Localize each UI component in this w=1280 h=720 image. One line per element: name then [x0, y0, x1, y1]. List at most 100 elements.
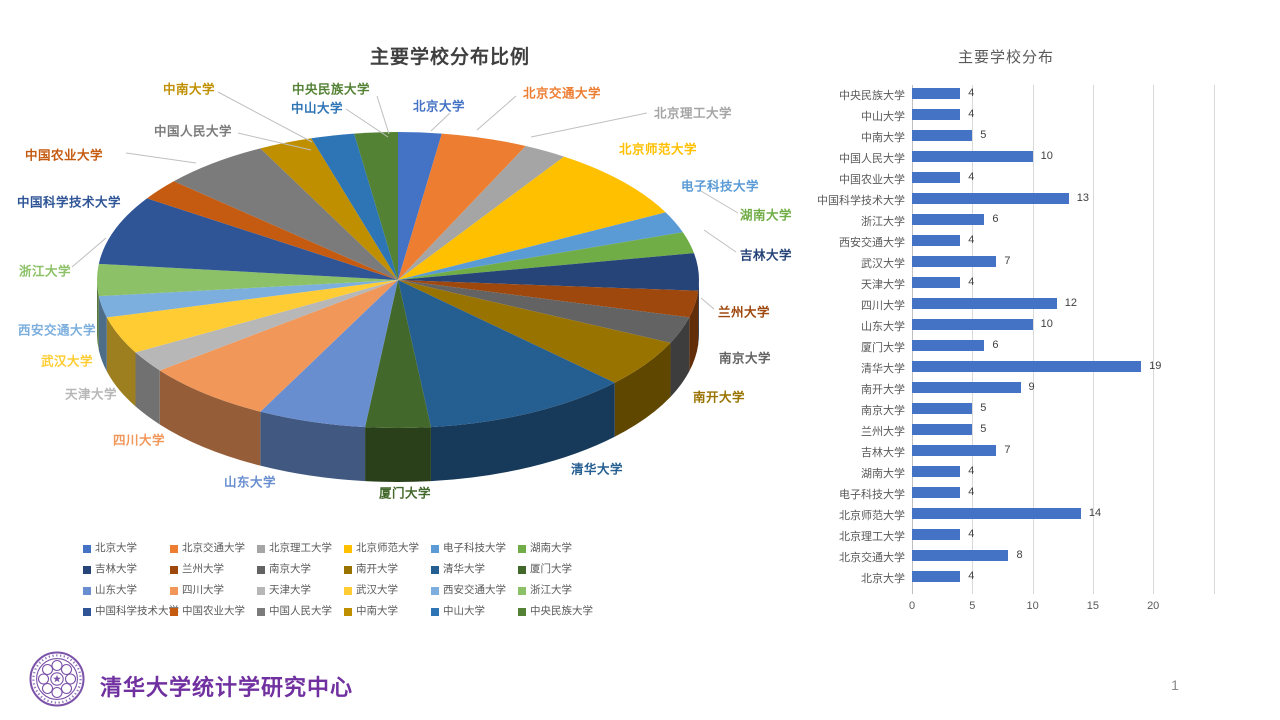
- bar-category-label: 南开大学: [861, 384, 905, 396]
- bar: [912, 319, 1033, 330]
- bar-category-label: 中国农业大学: [839, 174, 905, 186]
- bar: [912, 403, 973, 414]
- x-tick-label: 15: [1086, 600, 1100, 612]
- x-gridline: [1213, 85, 1215, 594]
- pie-label-leader-line: [430, 112, 451, 132]
- pie-data-label: 南开大学: [692, 390, 746, 405]
- bar: [912, 382, 1021, 393]
- bar-category-label: 西安交通大学: [839, 237, 905, 249]
- legend-label: 西安交通大学: [443, 584, 506, 596]
- pie-slice: [398, 232, 694, 280]
- legend-label: 中国人民大学: [269, 605, 332, 617]
- bar: [912, 445, 997, 456]
- pie-chart[interactable]: 主要学校分布比例 北京大学 北京交通大学 北京理工大学 北京师范大学 电子科技大学 湖南大…: [0, 0, 820, 648]
- bar-category-label: 中山大学: [861, 111, 905, 123]
- pie-slice-side: [365, 427, 431, 483]
- legend-label: 厦门大学: [530, 563, 572, 575]
- bar: [912, 88, 961, 99]
- bar-chart-title: 主要学校分布: [957, 49, 1054, 66]
- legend-item: 武汉大学: [344, 584, 398, 597]
- bar-category-label: 山东大学: [861, 321, 905, 333]
- legend-item: 四川大学: [170, 584, 224, 597]
- pie-data-label: 北京大学: [412, 99, 466, 114]
- legend-label: 武汉大学: [356, 584, 398, 596]
- legend-swatch: [518, 544, 526, 553]
- x-gridline: [1092, 85, 1094, 594]
- bar-value-label: 4: [968, 276, 975, 288]
- pie-data-label: 厦门大学: [378, 486, 432, 501]
- legend-item: 中国人民大学: [257, 605, 332, 618]
- pie-slice: [146, 181, 398, 280]
- bar-category-label: 清华大学: [861, 363, 905, 375]
- pie-slice-side: [98, 296, 107, 372]
- bar: [912, 235, 961, 246]
- bar-value-label: 9: [1028, 381, 1035, 393]
- legend-swatch: [257, 565, 265, 574]
- bar-category-label: 中央民族大学: [839, 90, 905, 102]
- legend-swatch: [518, 586, 526, 595]
- pie-slice-side: [260, 411, 366, 482]
- bar-category-label: 浙江大学: [861, 216, 905, 228]
- pie-slice-side: [698, 280, 699, 345]
- bar-category-label: 吉林大学: [861, 447, 905, 459]
- legend-swatch: [257, 544, 265, 553]
- legend-item: 中国科学技术大学: [83, 605, 179, 618]
- legend-swatch: [344, 607, 352, 616]
- legend-label: 北京大学: [95, 542, 137, 554]
- pie-data-label: 湖南大学: [739, 208, 793, 223]
- bar: [912, 214, 985, 225]
- bar: [912, 109, 961, 120]
- bar-category-label: 南京大学: [861, 405, 905, 417]
- legend-label: 中国科学技术大学: [95, 605, 179, 617]
- legend-swatch: [344, 544, 352, 553]
- pie-data-label: 中国农业大学: [24, 148, 104, 163]
- pie-label-leader-line: [237, 132, 312, 151]
- legend-item: 天津大学: [257, 584, 311, 597]
- pie-slice: [398, 145, 565, 280]
- pie-data-label: 北京师范大学: [618, 142, 698, 157]
- legend-label: 北京交通大学: [182, 542, 245, 554]
- legend-item: 中央民族大学: [518, 605, 593, 618]
- pie-slice: [354, 132, 398, 280]
- legend-item: 中国农业大学: [170, 605, 245, 618]
- pie-label-leader-line: [530, 112, 648, 138]
- bar-value-label: 7: [1004, 444, 1011, 456]
- pie-data-label: 兰州大学: [717, 305, 771, 320]
- legend-item: 兰州大学: [170, 563, 224, 576]
- pie-label-leader-line: [71, 237, 107, 268]
- pie-label-leader-line: [476, 95, 517, 131]
- bar-value-label: 6: [992, 339, 999, 351]
- legend-item: 厦门大学: [518, 563, 572, 576]
- legend-item: 南京大学: [257, 563, 311, 576]
- bar: [912, 298, 1057, 309]
- bar: [912, 487, 961, 498]
- pie-slice: [311, 133, 398, 280]
- bar: [912, 151, 1033, 162]
- bar-category-label: 武汉大学: [861, 258, 905, 270]
- legend-swatch: [431, 544, 439, 553]
- pie-data-label: 中央民族大学: [291, 82, 371, 97]
- legend-label: 北京理工大学: [269, 542, 332, 554]
- legend-item: 吉林大学: [83, 563, 137, 576]
- bar-value-label: 7: [1004, 255, 1011, 267]
- pie-data-label: 吉林大学: [739, 248, 793, 263]
- pie-data-label: 南京大学: [718, 351, 772, 366]
- bar-chart[interactable]: 主要学校分布 0 5 10 15 20 中央民族大学 4 中山大学 4 中南大学 5 中国人民大学 10…: [817, 40, 1278, 630]
- bar: [912, 193, 1069, 204]
- bar-value-label: 4: [968, 234, 975, 246]
- pie-data-label: 北京交通大学: [522, 86, 602, 101]
- legend-swatch: [431, 565, 439, 574]
- pie-data-label: 天津大学: [64, 387, 118, 402]
- bar-value-label: 4: [968, 486, 975, 498]
- legend-label: 电子科技大学: [443, 542, 506, 554]
- pie-slice-side: [670, 317, 690, 397]
- legend-label: 山东大学: [95, 584, 137, 596]
- bar-category-label: 北京师范大学: [839, 510, 905, 522]
- pie-slice: [398, 156, 666, 280]
- tsinghua-seal-logo: [29, 651, 85, 707]
- pie-data-label: 中南大学: [162, 82, 216, 97]
- bar-category-label: 北京大学: [861, 573, 905, 585]
- page-number: 1: [1171, 677, 1179, 693]
- bar-category-label: 电子科技大学: [839, 489, 905, 501]
